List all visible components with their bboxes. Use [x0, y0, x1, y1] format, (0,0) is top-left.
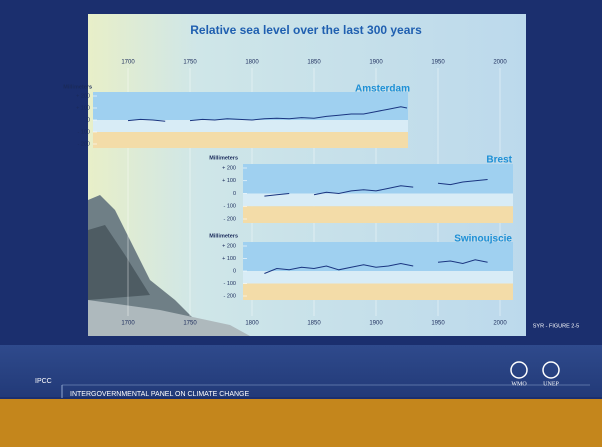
band-low: [243, 283, 513, 300]
band-low: [243, 206, 513, 223]
x-tick-label: 1700: [121, 60, 135, 66]
x-tick-label: 1800: [245, 60, 259, 66]
y-tick-label: + 200: [76, 93, 90, 99]
series-label: Brest: [486, 155, 512, 166]
y-tick-label: + 100: [222, 256, 236, 262]
series-line: [264, 179, 488, 197]
y-axis-label: Millimeters: [63, 84, 92, 90]
x-tick-label: 2000: [493, 60, 507, 66]
series-line: [264, 259, 488, 274]
footer: [0, 345, 602, 397]
x-tick-label: 1950: [431, 321, 445, 327]
y-axis-label: Millimeters: [209, 233, 238, 239]
cliff: [88, 195, 210, 336]
bottom-bar: [0, 399, 602, 447]
logo-icon: [510, 361, 528, 379]
logo-label: WMO: [511, 381, 527, 387]
band-low-blue: [243, 193, 513, 207]
x-tick-label: 1900: [369, 60, 383, 66]
y-tick-label: + 100: [76, 105, 90, 111]
y-tick-label: + 100: [222, 178, 236, 184]
band-low: [93, 132, 408, 148]
band-high: [243, 242, 513, 271]
y-tick-label: 0: [233, 268, 236, 274]
y-tick-label: - 100: [223, 281, 236, 287]
y-tick-label: 0: [87, 117, 90, 123]
band-low-blue: [243, 271, 513, 284]
band-high: [93, 92, 408, 120]
band-high: [243, 164, 513, 194]
x-tick-label: 1950: [431, 60, 445, 66]
logo-icon: [542, 361, 560, 379]
figure-ref: SYR - FIGURE 2-5: [533, 323, 579, 329]
y-axis-label: Millimeters: [209, 155, 238, 161]
x-tick-label: 1850: [307, 321, 321, 327]
x-tick-label: 1900: [369, 321, 383, 327]
footer-org: IPCC: [35, 378, 52, 385]
x-tick-label: 1750: [183, 60, 197, 66]
x-tick-label: 1800: [245, 321, 259, 327]
x-tick-label: 1750: [183, 321, 197, 327]
x-tick-label: 2000: [493, 321, 507, 327]
cliff-shadow: [88, 225, 150, 300]
y-tick-label: - 100: [77, 129, 90, 135]
y-tick-label: - 200: [77, 141, 90, 147]
y-tick-label: 0: [233, 191, 236, 197]
x-tick-label: 1850: [307, 60, 321, 66]
footer-name: INTERGOVERNMENTAL PANEL ON CLIMATE CHANG…: [70, 391, 250, 398]
logo-label: UNEP: [543, 381, 559, 387]
y-tick-label: + 200: [222, 243, 236, 249]
y-tick-label: - 200: [223, 216, 236, 222]
y-tick-label: - 200: [223, 293, 236, 299]
chart-title: Relative sea level over the last 300 yea…: [190, 23, 422, 37]
shore: [88, 300, 250, 336]
series-label: Amsterdam: [355, 84, 410, 95]
series-line: [127, 106, 408, 122]
band-low-blue: [93, 120, 408, 132]
y-tick-label: - 100: [223, 204, 236, 210]
series-label: Swinoujscie: [454, 234, 512, 245]
y-tick-label: + 200: [222, 165, 236, 171]
x-tick-label: 1700: [121, 321, 135, 327]
